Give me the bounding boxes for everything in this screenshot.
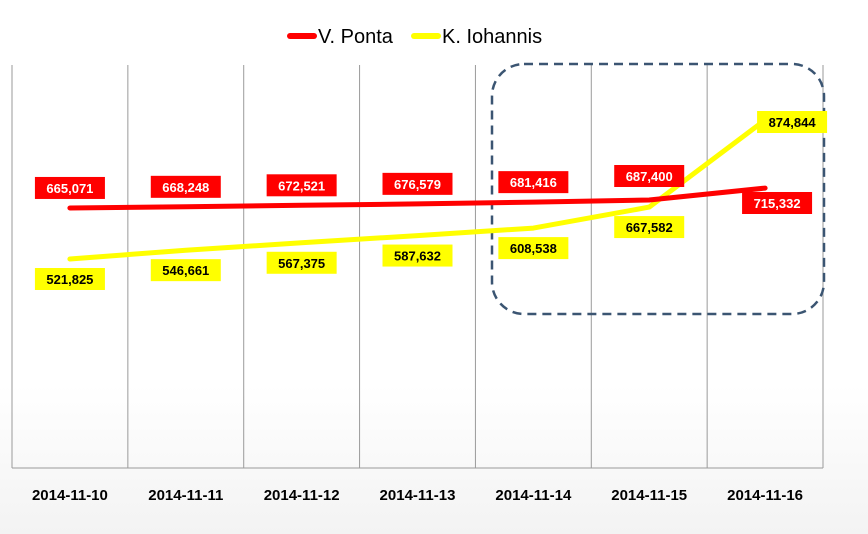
data-label-bg bbox=[498, 237, 569, 260]
series-lines bbox=[67, 117, 768, 262]
gridlines bbox=[11, 65, 824, 469]
legend-label: K. Iohannis bbox=[442, 26, 542, 48]
data-label: 546,661 bbox=[150, 259, 221, 282]
data-label: 567,375 bbox=[266, 251, 337, 274]
data-label: 665,071 bbox=[34, 176, 105, 199]
data-label: 715,332 bbox=[742, 192, 813, 214]
data-label-bg bbox=[742, 192, 813, 214]
data-label-text: 874,844 bbox=[769, 115, 817, 130]
data-label: 521,825 bbox=[34, 268, 105, 290]
x-tick-label: 2014-11-10 bbox=[32, 487, 108, 504]
highlight-box bbox=[490, 62, 826, 316]
series-line-ponta bbox=[67, 185, 768, 211]
data-label: 672,521 bbox=[266, 174, 337, 197]
data-label: 667,582 bbox=[614, 216, 685, 239]
data-label-bg bbox=[34, 176, 105, 199]
data-label-text: 546,661 bbox=[162, 263, 209, 278]
data-label: 681,416 bbox=[498, 171, 569, 194]
x-tick-label: 2014-11-13 bbox=[380, 487, 456, 504]
legend-label: V. Ponta bbox=[318, 26, 394, 48]
x-tick-label: 2014-11-16 bbox=[727, 487, 803, 504]
data-label-text: 668,248 bbox=[162, 180, 209, 195]
x-tick-label: 2014-11-14 bbox=[495, 487, 572, 504]
data-label-bg bbox=[266, 174, 337, 197]
legend-item: V. Ponta bbox=[287, 26, 394, 48]
data-label-text: 608,538 bbox=[510, 241, 557, 256]
data-labels: 665,071 668,248 672,521 676,579 681,416 687,4… bbox=[34, 111, 828, 290]
data-label-text: 567,375 bbox=[278, 256, 325, 271]
data-label: 608,538 bbox=[498, 237, 569, 260]
data-label-text: 587,632 bbox=[394, 249, 441, 264]
series-line-iohannis bbox=[67, 117, 768, 262]
legend-item: K. Iohannis bbox=[411, 26, 542, 48]
data-label-text: 681,416 bbox=[510, 175, 557, 190]
data-label-text: 687,400 bbox=[626, 169, 673, 184]
data-label: 676,579 bbox=[382, 172, 453, 195]
x-tick-label: 2014-11-11 bbox=[148, 487, 223, 504]
data-label-bg bbox=[614, 216, 685, 239]
data-label: 874,844 bbox=[757, 111, 828, 133]
data-label-text: 676,579 bbox=[394, 177, 441, 192]
data-label-text: 667,582 bbox=[626, 220, 673, 235]
data-label-bg bbox=[150, 175, 221, 198]
data-label-text: 665,071 bbox=[46, 181, 93, 196]
data-label-bg bbox=[757, 111, 828, 133]
data-label: 668,248 bbox=[150, 175, 221, 198]
x-tick-label: 2014-11-12 bbox=[264, 487, 340, 504]
legend: V. Ponta K. Iohannis bbox=[287, 26, 542, 48]
data-label-bg bbox=[614, 165, 685, 187]
highlight-dashed-box bbox=[490, 62, 826, 316]
data-label-bg bbox=[498, 171, 569, 194]
data-label-bg bbox=[266, 251, 337, 274]
data-label-bg bbox=[382, 244, 453, 267]
data-label-text: 672,521 bbox=[278, 178, 325, 193]
data-label: 687,400 bbox=[614, 165, 685, 187]
data-label-bg bbox=[34, 268, 105, 290]
x-axis-ticks: 2014-11-10 2014-11-11 2014-11-12 2014-11-13… bbox=[32, 487, 803, 504]
data-label-bg bbox=[382, 172, 453, 195]
data-label-text: 715,332 bbox=[754, 196, 801, 211]
data-label: 587,632 bbox=[382, 244, 453, 267]
data-label-text: 521,825 bbox=[46, 272, 93, 287]
data-label-bg bbox=[150, 259, 221, 282]
x-tick-label: 2014-11-15 bbox=[611, 487, 687, 504]
